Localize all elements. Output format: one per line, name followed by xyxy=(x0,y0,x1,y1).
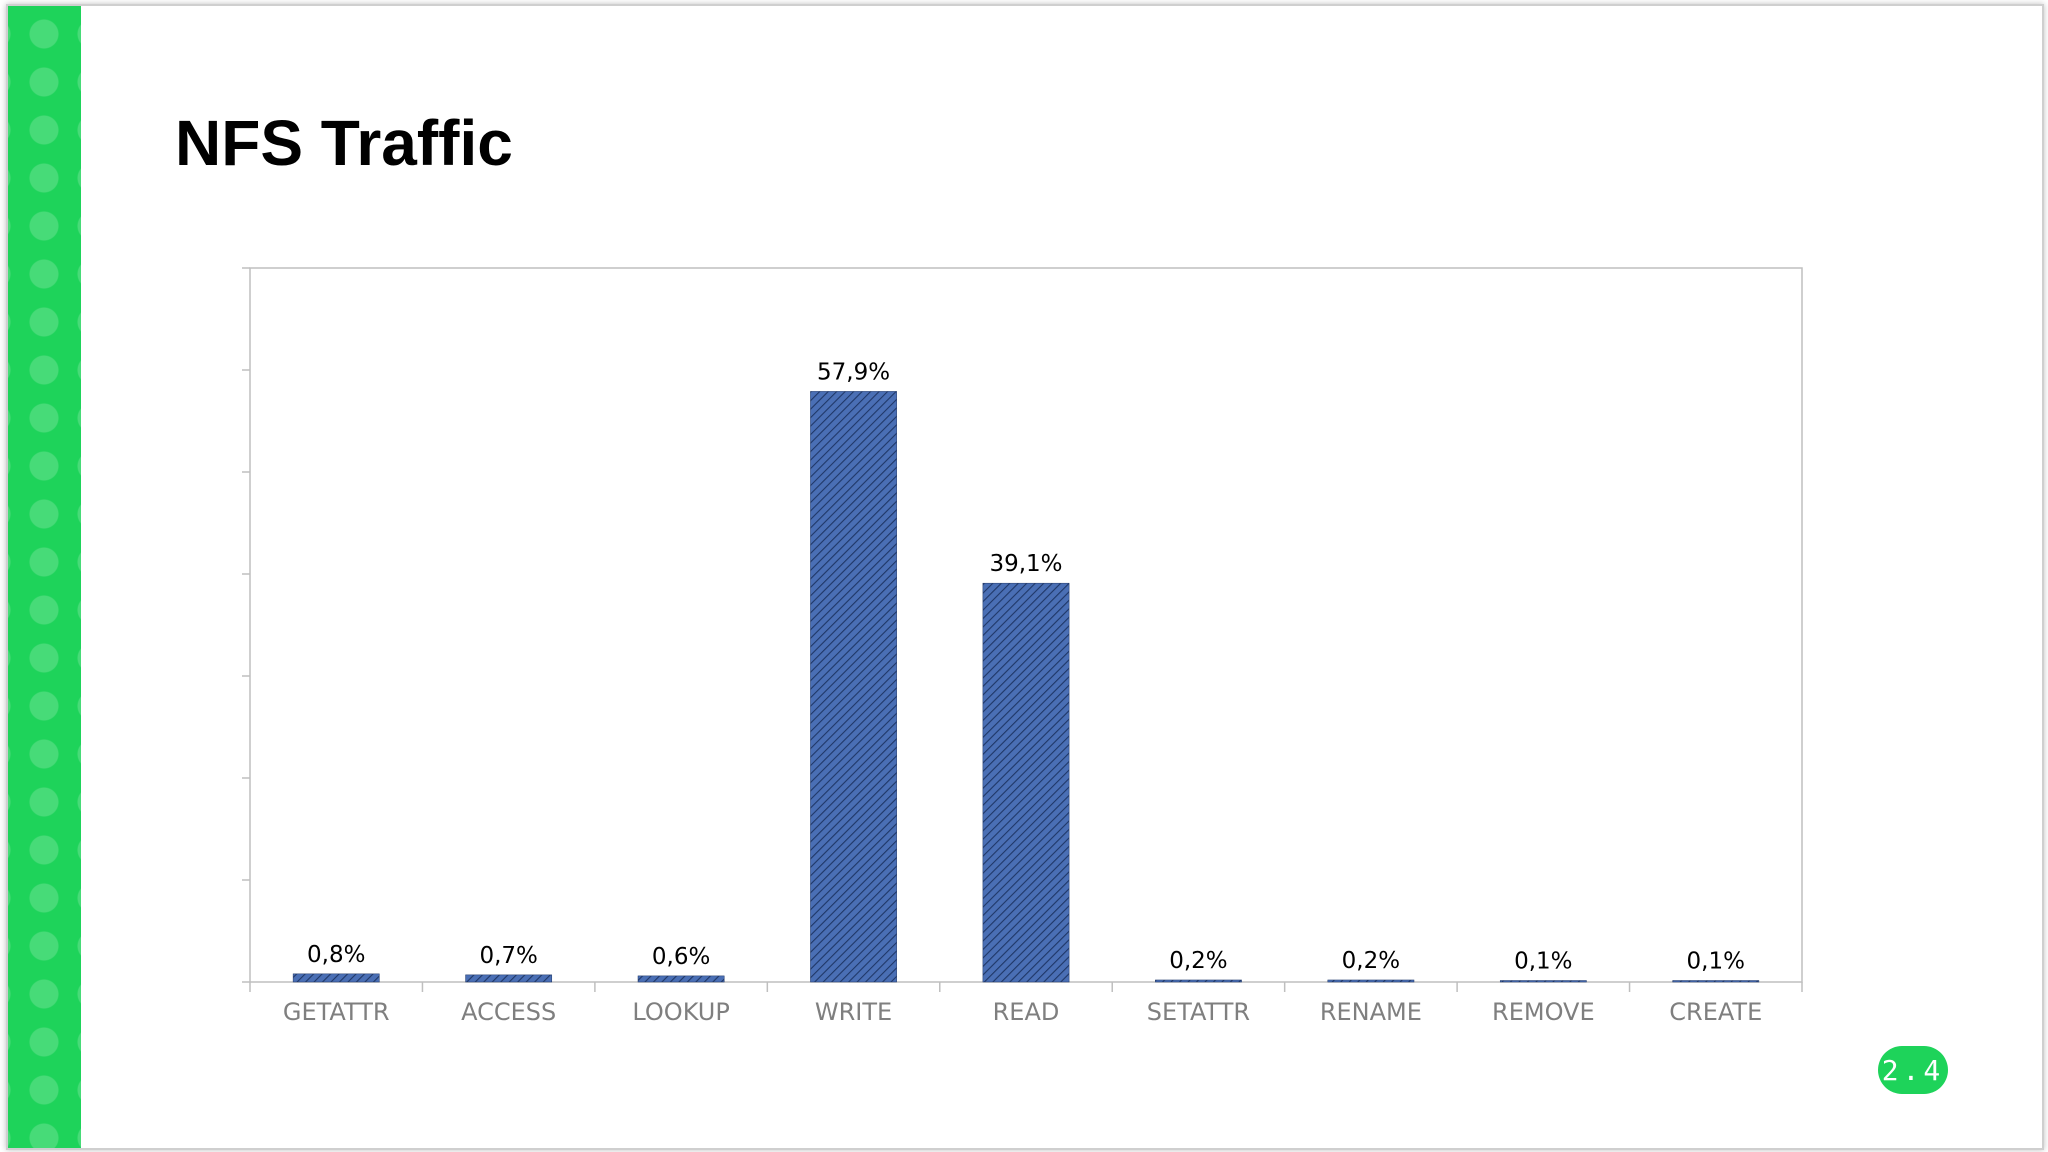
x-tick-label-setattr: SETATTR xyxy=(1147,998,1250,1026)
slide: NFS Traffic 0,8% 0,7% 0,6% 57,9% 39,1% 0,2% 0,… xyxy=(6,4,2044,1150)
x-tick-label-lookup: LOOKUP xyxy=(632,998,729,1026)
x-tick-label-create: CREATE xyxy=(1669,998,1762,1026)
side-stripe-decoration xyxy=(8,6,81,1148)
data-label-remove: 0,1% xyxy=(1514,949,1572,975)
bar-remove xyxy=(1499,980,1587,983)
bar-access xyxy=(465,974,553,983)
data-label-getattr: 0,8% xyxy=(307,942,365,968)
page-number-badge: 2.4 xyxy=(1878,1046,1948,1094)
x-tick-label-read: READ xyxy=(993,998,1060,1026)
bar-chart: 0,8% 0,7% 0,6% 57,9% 39,1% 0,2% 0,2% 0,1% 0,1% G… xyxy=(242,267,1803,1026)
y-axis-ticks xyxy=(242,267,250,983)
data-labels-group: 0,8% 0,7% 0,6% 57,9% 39,1% 0,2% 0,2% 0,1% 0,1% xyxy=(307,359,1745,974)
x-tick-label-write: WRITE xyxy=(815,998,892,1026)
x-tick-label-rename: RENAME xyxy=(1320,998,1422,1026)
x-tick-label-access: ACCESS xyxy=(461,998,556,1026)
bar-create xyxy=(1672,980,1760,983)
bars-group xyxy=(292,391,1760,983)
data-label-write: 57,9% xyxy=(817,359,890,385)
data-label-access: 0,7% xyxy=(479,943,537,969)
data-label-create: 0,1% xyxy=(1687,949,1745,975)
bar-lookup xyxy=(637,975,725,983)
x-tick-label-getattr: GETATTR xyxy=(283,998,390,1026)
data-label-read: 39,1% xyxy=(989,551,1062,577)
data-label-setattr: 0,2% xyxy=(1169,948,1227,974)
bar-rename xyxy=(1327,979,1415,983)
bar-read xyxy=(982,582,1070,983)
bar-write xyxy=(810,391,897,983)
bar-getattr xyxy=(292,973,380,983)
data-label-lookup: 0,6% xyxy=(652,944,710,970)
bar-setattr xyxy=(1155,979,1242,983)
slide-title: NFS Traffic xyxy=(175,107,513,179)
x-tick-label-remove: REMOVE xyxy=(1492,998,1595,1026)
data-label-rename: 0,2% xyxy=(1342,948,1400,974)
x-tick-labels-group: GETATTR ACCESS LOOKUP WRITE READ SETATTR RENAM… xyxy=(283,998,1762,1026)
x-axis-ticks xyxy=(249,982,1803,992)
